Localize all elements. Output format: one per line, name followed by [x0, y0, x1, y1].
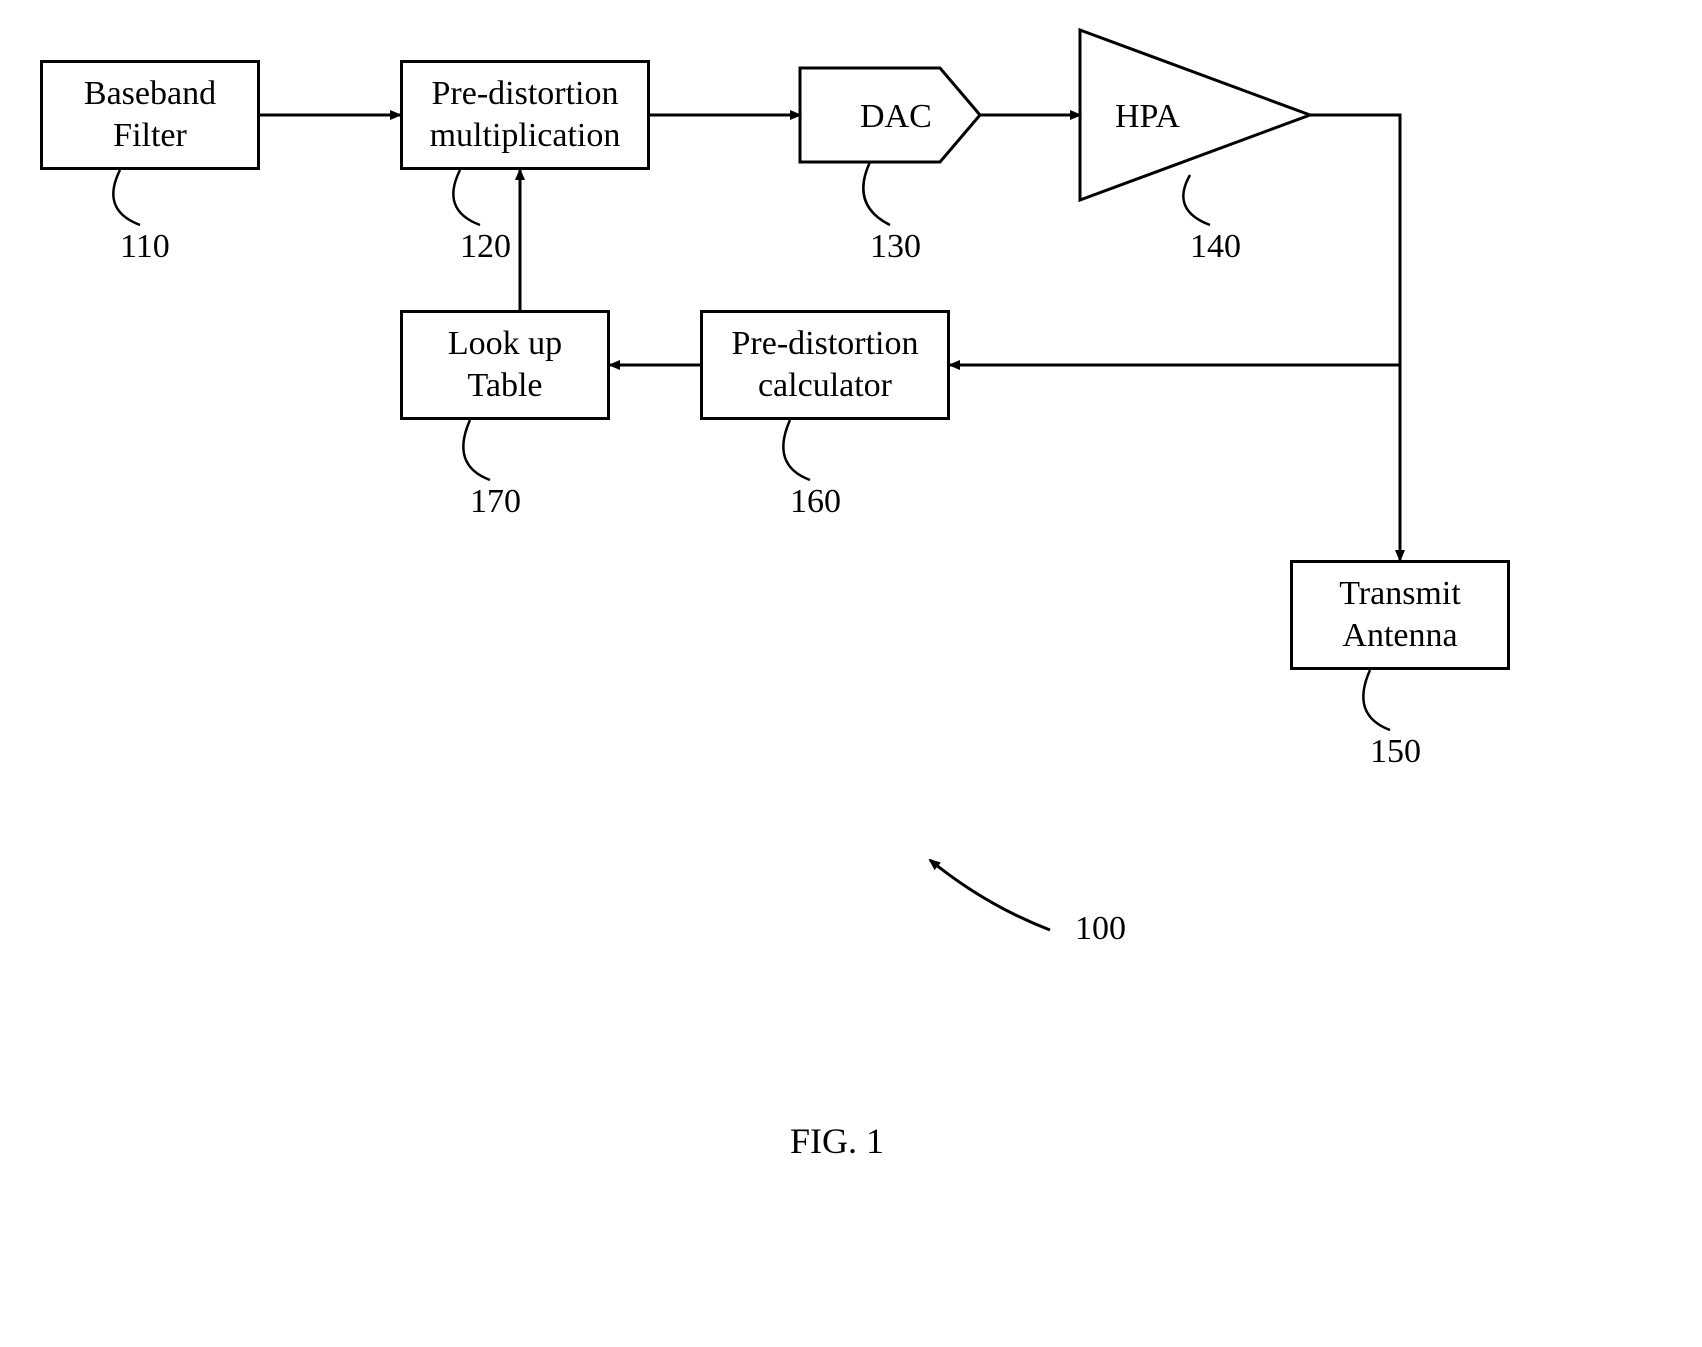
- predistortion-mult-block: Pre-distortionmultiplication: [400, 60, 650, 170]
- ref-150: 150: [1370, 733, 1421, 771]
- leader-150: [1363, 670, 1390, 730]
- figure-caption: FIG. 1: [790, 1120, 884, 1162]
- leader-140: [1183, 175, 1210, 225]
- ref-170: 170: [470, 483, 521, 521]
- ref-110: 110: [120, 228, 170, 266]
- block-diagram: DAC HPA: [0, 0, 1702, 1347]
- hpa-block-shape: HPA: [1080, 30, 1310, 200]
- predistortion-calc-label: Pre-distortioncalculator: [732, 323, 919, 408]
- predistortion-calc-block: Pre-distortioncalculator: [700, 310, 950, 420]
- dac-block-shape: DAC: [800, 68, 980, 162]
- transmit-antenna-block: TransmitAntenna: [1290, 560, 1510, 670]
- leader-130: [863, 162, 890, 225]
- leader-110: [113, 170, 140, 225]
- lookup-table-block: Look upTable: [400, 310, 610, 420]
- baseband-filter-block: BasebandFilter: [40, 60, 260, 170]
- transmit-antenna-label: TransmitAntenna: [1339, 573, 1461, 658]
- ref-120: 120: [460, 228, 511, 266]
- diagram-ref-arrow: [930, 860, 1050, 930]
- dac-label: DAC: [860, 98, 932, 135]
- ref-160: 160: [790, 483, 841, 521]
- baseband-filter-label: BasebandFilter: [84, 73, 216, 158]
- lookup-table-label: Look upTable: [448, 323, 562, 408]
- predistortion-mult-label: Pre-distortionmultiplication: [430, 73, 621, 158]
- ref-130: 130: [870, 228, 921, 266]
- ref-140: 140: [1190, 228, 1241, 266]
- leader-160: [783, 420, 810, 480]
- hpa-label: HPA: [1115, 98, 1180, 135]
- leader-170: [463, 420, 490, 480]
- edge-hpa-out-down: [1310, 115, 1400, 365]
- ref-100: 100: [1075, 910, 1126, 948]
- leader-120: [453, 170, 480, 225]
